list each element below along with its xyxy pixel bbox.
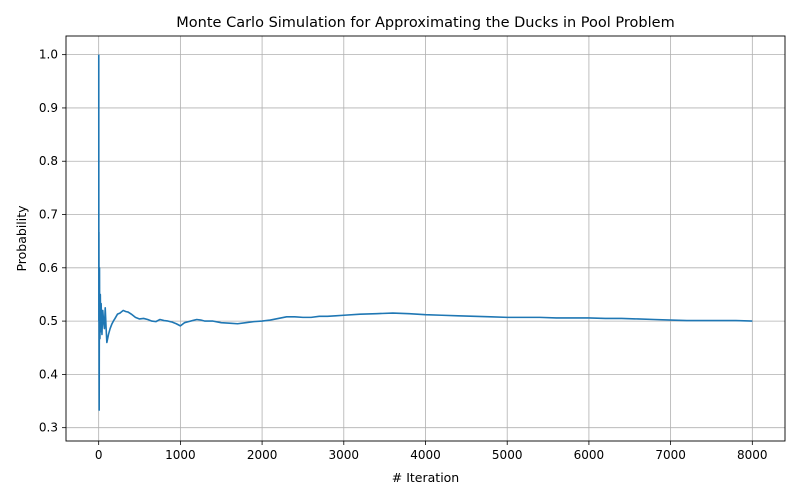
y-tick-label: 0.3: [39, 421, 58, 435]
x-tick-label: 6000: [574, 448, 605, 462]
x-tick-label: 7000: [655, 448, 686, 462]
x-tick-label: 4000: [410, 448, 441, 462]
y-tick-label: 0.7: [39, 208, 58, 222]
probability-line: [97, 54, 753, 411]
x-tick-label: 5000: [492, 448, 523, 462]
grid: [66, 36, 785, 441]
y-tick-label: 0.8: [39, 154, 58, 168]
x-tick-label: 3000: [329, 448, 360, 462]
x-tick-label: 0: [95, 448, 103, 462]
y-tick-label: 0.4: [39, 367, 58, 381]
chart-title: Monte Carlo Simulation for Approximating…: [176, 15, 674, 31]
y-tick-label: 1.0: [39, 48, 58, 62]
series-layer: [97, 54, 753, 411]
y-tick-label: 0.6: [39, 261, 58, 275]
x-tick-label: 8000: [737, 448, 768, 462]
y-tick-label: 0.9: [39, 101, 58, 115]
y-axis-label: Probability: [14, 205, 29, 272]
y-tick-label: 0.5: [39, 314, 58, 328]
x-tick-label: 1000: [165, 448, 196, 462]
y-axis: 0.3 0.4 0.5 0.6 0.7 0.8 0.9 1.0: [39, 48, 66, 435]
x-axis-label: # Iteration: [392, 470, 459, 485]
x-tick-label: 2000: [247, 448, 278, 462]
x-axis: 0 1000 2000 3000 4000 5000 6000 7000 8000: [95, 441, 768, 462]
